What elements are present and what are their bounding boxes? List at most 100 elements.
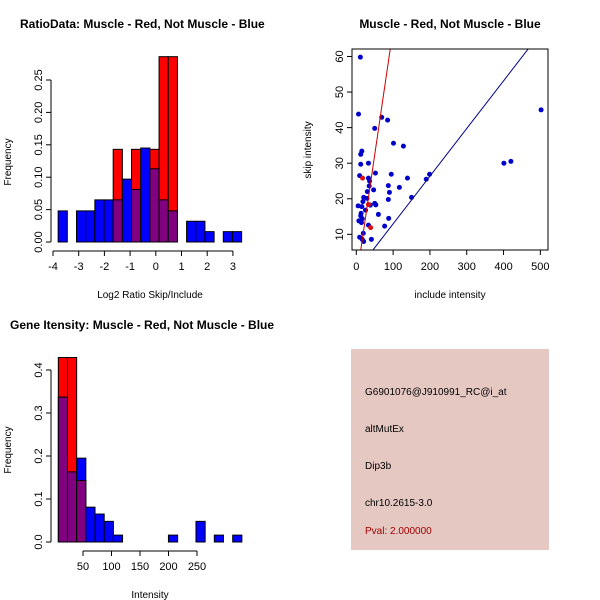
scatter-y-tick-label: 10: [334, 228, 346, 240]
ratio-hist-bar: [94, 199, 105, 243]
ratio-hist-y-tick-label: 0.20: [33, 102, 45, 123]
ratio-hist-overlap-bar: [112, 199, 123, 243]
event-type: altMutEx: [365, 424, 404, 435]
intensity-hist-bar: [103, 520, 114, 543]
ratio-hist-y-tick-label: 0.00: [33, 231, 45, 252]
scatter-point-not-muscle: [357, 54, 363, 60]
ratio-hist-overlap-bar: [149, 168, 160, 243]
intensity-hist-y-tick-label: 0.2: [33, 448, 45, 463]
scatter-point-muscle: [360, 175, 366, 181]
muscle-fit-line: [360, 49, 391, 250]
intensity-hist-bar: [94, 513, 105, 543]
scatter-y-tick-label: 30: [334, 157, 346, 169]
ratio-hist-bar: [75, 210, 87, 243]
ratio-hist-y-tick-label: 0.05: [33, 199, 45, 220]
scatter-point-not-muscle: [360, 199, 366, 205]
ratio-hist-y-tick-label: 0.25: [33, 69, 45, 90]
ratio-hist-title: RatioData: Muscle - Red, Not Muscle - Bl…: [20, 17, 265, 31]
scatter-point-not-muscle: [375, 211, 381, 217]
scatter-point-not-muscle: [388, 171, 394, 177]
probe-id: G6901076@J910991_RC@i_at: [365, 387, 507, 398]
pval: Pval: 2.000000: [365, 526, 432, 537]
scatter-point-not-muscle: [371, 187, 377, 193]
ratio-hist-x-tick-label: 2: [204, 261, 210, 273]
ratio-hist-overlap-bar: [131, 189, 142, 243]
scatter-point-not-muscle: [501, 160, 507, 166]
intensity-hist-overlap-bar: [76, 480, 87, 543]
ratio-hist-bar: [103, 199, 114, 243]
intensity-hist-x-tick-label: 250: [188, 561, 206, 573]
scatter-point-not-muscle: [356, 111, 362, 117]
ratio-hist-bar: [186, 220, 197, 243]
intensity-hist-bar: [195, 520, 206, 543]
scatter-point-not-muscle: [358, 151, 364, 157]
intensity-hist-xlabel: Intensity: [131, 590, 168, 600]
ratio-hist-x-tick-label: -4: [48, 261, 58, 273]
ratio-hist-y-tick-label: 0.15: [33, 134, 45, 155]
scatter-point-not-muscle: [404, 175, 410, 181]
scatter-point-not-muscle: [358, 161, 364, 167]
ratio-hist-ylabel: Frequency: [3, 138, 14, 185]
scatter-point-not-muscle: [368, 236, 374, 242]
gene-name: Dip3b: [365, 461, 392, 472]
ratio-hist-bar: [204, 231, 215, 243]
scatter-x-tick-label: 200: [421, 261, 439, 273]
scatter-point-not-muscle: [366, 183, 372, 189]
ratio-hist-x-tick-label: -1: [125, 261, 135, 273]
scatter-point-not-muscle: [538, 107, 544, 113]
scatter-y-tick-label: 40: [334, 121, 346, 133]
ratio-hist-overlap-bar: [158, 199, 169, 243]
scatter-point-not-muscle: [372, 125, 378, 131]
scatter-xlabel: include intensity: [414, 290, 485, 301]
scatter-point-not-muscle: [423, 176, 429, 182]
scatter-x-tick-label: 0: [353, 261, 359, 273]
ratio-hist-x-tick-label: -3: [74, 261, 84, 273]
intensity-hist-bar: [232, 534, 243, 543]
scatter-point-not-muscle: [400, 143, 406, 149]
scatter-point-muscle: [368, 225, 374, 231]
scatter-point-not-muscle: [373, 202, 379, 208]
scatter-point-not-muscle: [508, 158, 514, 164]
ratio-hist-x-tick-label: -2: [100, 261, 110, 273]
ratio-hist-overlap-bar: [167, 210, 178, 243]
scatter-point-not-muscle: [386, 215, 392, 221]
ratio-hist-bar: [121, 178, 133, 243]
scatter-point-not-muscle: [396, 184, 402, 190]
ratio-hist-xlabel: Log2 Ratio Skip/Include: [97, 290, 203, 301]
not-muscle-fit-line: [372, 49, 529, 250]
scatter-title: Muscle - Red, Not Muscle - Blue: [359, 17, 541, 31]
ratio-hist-bar: [222, 231, 233, 243]
intensity-hist-overlap-bar: [66, 471, 78, 543]
scatter-x-tick-label: 400: [494, 261, 512, 273]
intensity-hist-bar: [85, 506, 96, 543]
scatter-point-not-muscle: [385, 117, 391, 123]
intensity-hist-bar: [112, 534, 124, 543]
scatter-x-tick-label: 500: [531, 261, 549, 273]
ratio-hist-bar: [140, 147, 151, 243]
intensity-hist-title: Gene Itensity: Muscle - Red, Not Muscle …: [10, 318, 274, 332]
ratio-hist-x-tick-label: 3: [230, 261, 236, 273]
scatter-point-not-muscle: [365, 160, 371, 166]
scatter-point-not-muscle: [364, 189, 370, 195]
scatter-x-tick-label: 300: [458, 261, 476, 273]
ratio-hist-bar: [195, 220, 206, 243]
scatter-ylabel: skip intensity: [303, 121, 314, 178]
scatter-point-not-muscle: [385, 196, 391, 202]
scatter-point-not-muscle: [372, 170, 378, 176]
scatter-point-not-muscle: [385, 183, 391, 189]
info-panel: G6901076@J910991_RC@i_at altMutEx Dip3b …: [351, 349, 549, 550]
intensity-hist-bar: [213, 534, 225, 543]
ratio-hist-bar: [231, 231, 243, 243]
scatter-point-not-muscle: [382, 223, 388, 229]
scatter-x-tick-label: 100: [384, 261, 402, 273]
intensity-hist-y-tick-label: 0.0: [33, 534, 45, 549]
intensity-hist-x-tick-label: 150: [131, 561, 149, 573]
ratio-hist-x-tick-label: 0: [153, 261, 159, 273]
scatter-point-not-muscle: [359, 204, 365, 210]
scatter-point-not-muscle: [390, 140, 396, 146]
scatter-y-tick-label: 60: [334, 50, 346, 62]
ratio-hist-x-tick-label: 1: [178, 261, 184, 273]
scatter-frame: [351, 48, 549, 251]
intensity-hist-y-tick-label: 0.3: [33, 405, 45, 420]
